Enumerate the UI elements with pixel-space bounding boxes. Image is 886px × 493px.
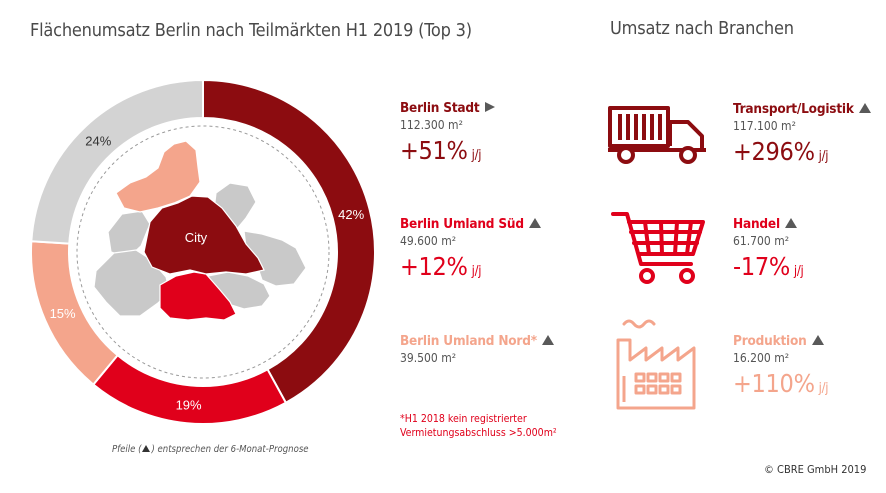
market-area: 39.500 m² — [400, 351, 457, 365]
sector-area: 16.200 m² — [733, 351, 790, 365]
donut-slice-label-2: 15% — [50, 306, 76, 321]
donut-slice-label-1: 19% — [176, 397, 202, 412]
copyright: © CBRE GmbH 2019 — [764, 463, 867, 476]
inner-dashed-ring — [76, 125, 330, 379]
market-name: Berlin Umland Nord* — [400, 333, 554, 349]
sector-name: Produktion — [733, 333, 828, 349]
market-area: 49.600 m² — [400, 234, 457, 248]
sector-change: +296% j/j — [733, 137, 829, 166]
donut-slices — [30, 78, 377, 425]
sectors-title: Umsatz nach Branchen — [610, 18, 794, 39]
berlin-district-map — [93, 140, 307, 321]
arrow-up-icon — [528, 218, 541, 228]
market-name: Berlin Stadt — [400, 100, 495, 116]
chart-title: Flächenumsatz Berlin nach Teilmärkten H1… — [30, 20, 472, 41]
sector-change: -17% j/j — [733, 252, 804, 281]
arrow-right-icon — [484, 102, 495, 112]
market-change: +12% j/j — [400, 252, 482, 281]
market-name: Berlin Umland Süd — [400, 216, 541, 232]
shopping-cart-icon — [611, 212, 705, 284]
sector-handel: Handel 61.700 m² -17% j/j — [733, 216, 804, 281]
factory-icon — [616, 319, 696, 410]
forecast-note: Pfeile () entsprechen der 6-Monat-Progno… — [112, 444, 309, 455]
footnote: *H1 2018 kein registrierter Vermietungsa… — [400, 413, 557, 439]
donut-slice-label-0: 42% — [338, 207, 364, 222]
sector-name: Handel — [733, 216, 803, 232]
truck-icon — [608, 106, 706, 164]
sector-transport-logistik: Transport/Logistik 117.100 m² +296% j/j — [733, 101, 871, 166]
map-center-label: City — [185, 230, 208, 245]
sector-area: 117.100 m² — [733, 119, 796, 133]
arrow-up-icon — [784, 218, 797, 228]
arrow-up-icon — [541, 335, 554, 345]
donut-slice-1 — [91, 353, 288, 425]
market-umland-sued: Berlin Umland Süd 49.600 m² +12% j/j — [400, 216, 541, 281]
market-area: 112.300 m² — [400, 118, 463, 132]
map-district-north — [115, 140, 201, 213]
sector-name: Transport/Logistik — [733, 101, 871, 117]
donut-slice-3 — [30, 78, 204, 245]
sector-area: 61.700 m² — [733, 234, 790, 248]
map-district-south — [159, 271, 237, 321]
market-berlin-stadt: Berlin Stadt 112.300 m² +51% j/j — [400, 100, 495, 165]
map-district-city — [143, 195, 265, 275]
arrow-up-icon — [858, 103, 871, 113]
donut-slice-labels: 42% 19% 15% 24% — [50, 133, 365, 412]
sector-produktion: Produktion 16.200 m² +110% j/j — [733, 333, 828, 398]
arrow-up-icon — [142, 445, 151, 452]
sector-change: +110% j/j — [733, 369, 829, 398]
arrow-up-icon — [811, 335, 824, 345]
market-umland-nord: Berlin Umland Nord* 39.500 m² — [400, 333, 554, 365]
donut-slice-label-3: 24% — [85, 133, 111, 148]
market-change: +51% j/j — [400, 136, 482, 165]
donut-slice-0 — [202, 78, 377, 405]
